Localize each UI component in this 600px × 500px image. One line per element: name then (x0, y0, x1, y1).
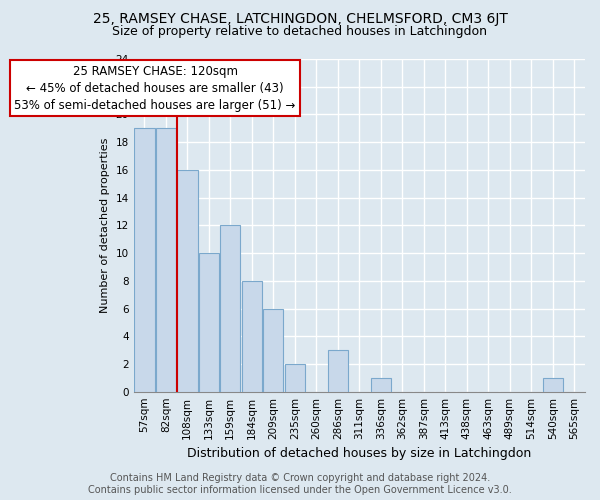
Bar (220, 226, 241, 392)
Bar (155, 128, 176, 392)
Text: 25 RAMSEY CHASE: 120sqm
← 45% of detached houses are smaller (43)
53% of semi-de: 25 RAMSEY CHASE: 120sqm ← 45% of detache… (14, 64, 296, 112)
Text: 25, RAMSEY CHASE, LATCHINGDON, CHELMSFORD, CM3 6JT: 25, RAMSEY CHASE, LATCHINGDON, CHELMSFOR… (92, 12, 508, 26)
X-axis label: Distribution of detached houses by size in Latchingdon: Distribution of detached houses by size … (187, 447, 532, 460)
Bar (542, 378, 563, 392)
Bar (242, 281, 262, 392)
Bar (263, 308, 283, 392)
Bar (134, 128, 155, 392)
Bar (284, 364, 305, 392)
Bar (328, 350, 348, 392)
Text: Contains HM Land Registry data © Crown copyright and database right 2024.
Contai: Contains HM Land Registry data © Crown c… (88, 474, 512, 495)
Y-axis label: Number of detached properties: Number of detached properties (100, 138, 110, 313)
Bar (199, 253, 219, 392)
Bar (371, 378, 391, 392)
Bar (177, 170, 197, 392)
Text: Size of property relative to detached houses in Latchingdon: Size of property relative to detached ho… (113, 25, 487, 38)
